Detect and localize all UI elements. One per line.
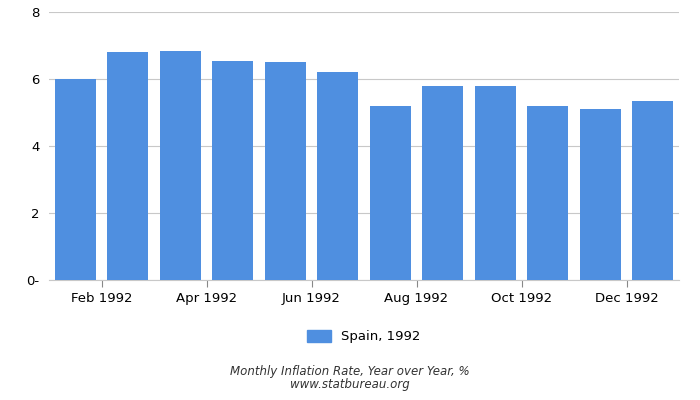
Bar — [632, 101, 673, 280]
Bar — [107, 52, 148, 280]
Text: Monthly Inflation Rate, Year over Year, %: Monthly Inflation Rate, Year over Year, … — [230, 365, 470, 378]
Bar — [580, 109, 621, 280]
Text: www.statbureau.org: www.statbureau.org — [290, 378, 410, 391]
Bar — [422, 86, 463, 280]
Legend: Spain, 1992: Spain, 1992 — [302, 324, 426, 348]
Bar — [160, 50, 201, 280]
Bar — [370, 106, 411, 280]
Bar — [527, 106, 568, 280]
Bar — [475, 86, 516, 280]
Bar — [265, 62, 306, 280]
Bar — [212, 60, 253, 280]
Bar — [317, 72, 358, 280]
Bar — [55, 79, 96, 280]
